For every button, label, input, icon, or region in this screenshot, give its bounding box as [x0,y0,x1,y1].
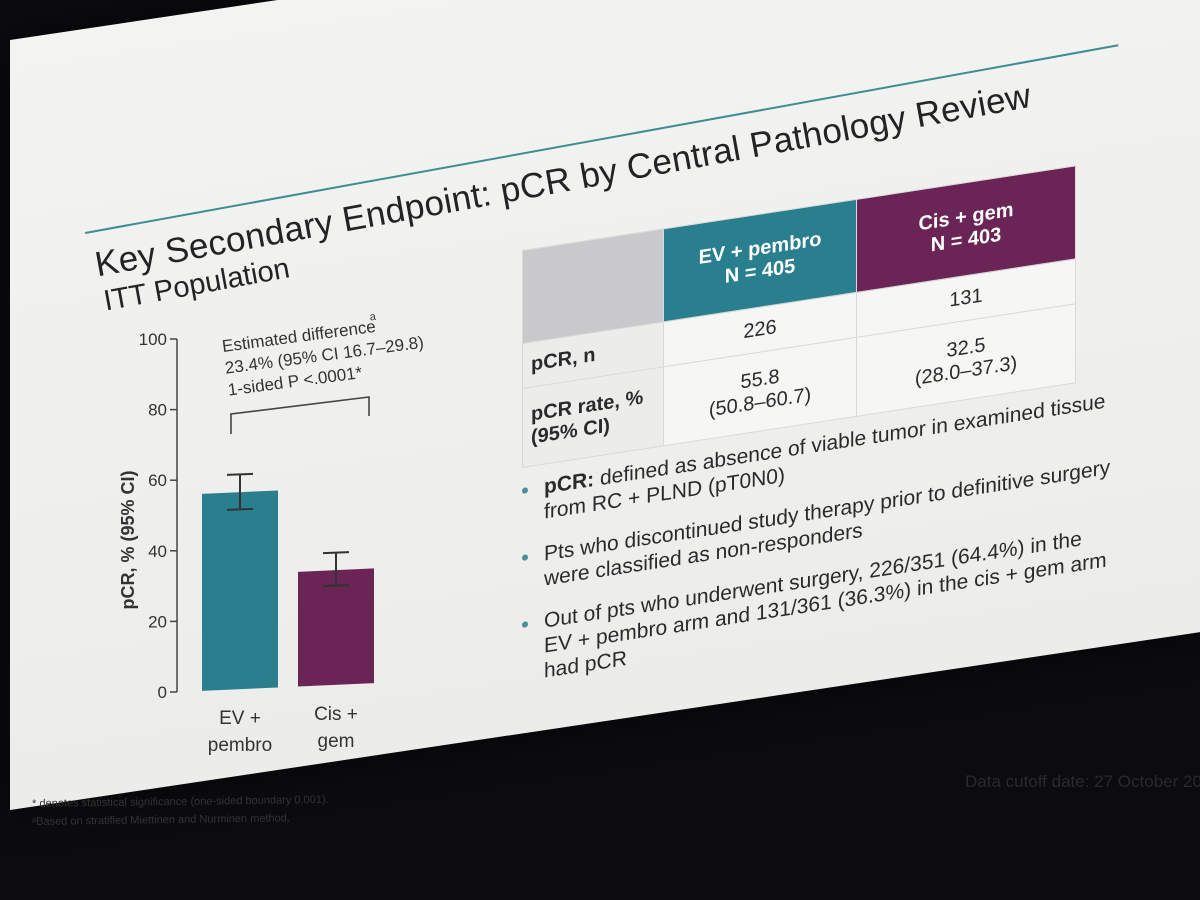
bullet-dot-icon [522,621,528,628]
x-tick-label: pembro [208,735,272,756]
bullet-dot-icon [522,487,528,494]
bullet-dot-icon [522,554,528,561]
error-bar-cap-high [226,472,254,476]
x-tick-label: gem [318,731,355,752]
y-tick-label: 60 [148,471,167,490]
error-bar-cap-high [322,551,350,555]
y-tick-label: 0 [158,683,167,702]
y-tick-label: 80 [148,401,167,420]
bar-ev-pembro [202,490,278,691]
error-bar-cap-low [322,584,350,588]
error-bar-cap-low [226,507,254,511]
significance-bracket [230,396,370,434]
bar-cis-gem [298,568,374,687]
data-cutoff-date: Data cutoff date: 27 October 20 [965,772,1200,791]
x-tick-label: EV + [219,708,261,729]
y-axis-label: pCR, % (95% CI) [118,470,138,609]
x-tick-label: Cis + [314,704,358,725]
y-tick-label: 100 [139,330,167,349]
annotation-superscript: a [369,311,378,324]
y-tick-label: 40 [148,542,167,561]
y-tick-label: 20 [148,612,167,631]
